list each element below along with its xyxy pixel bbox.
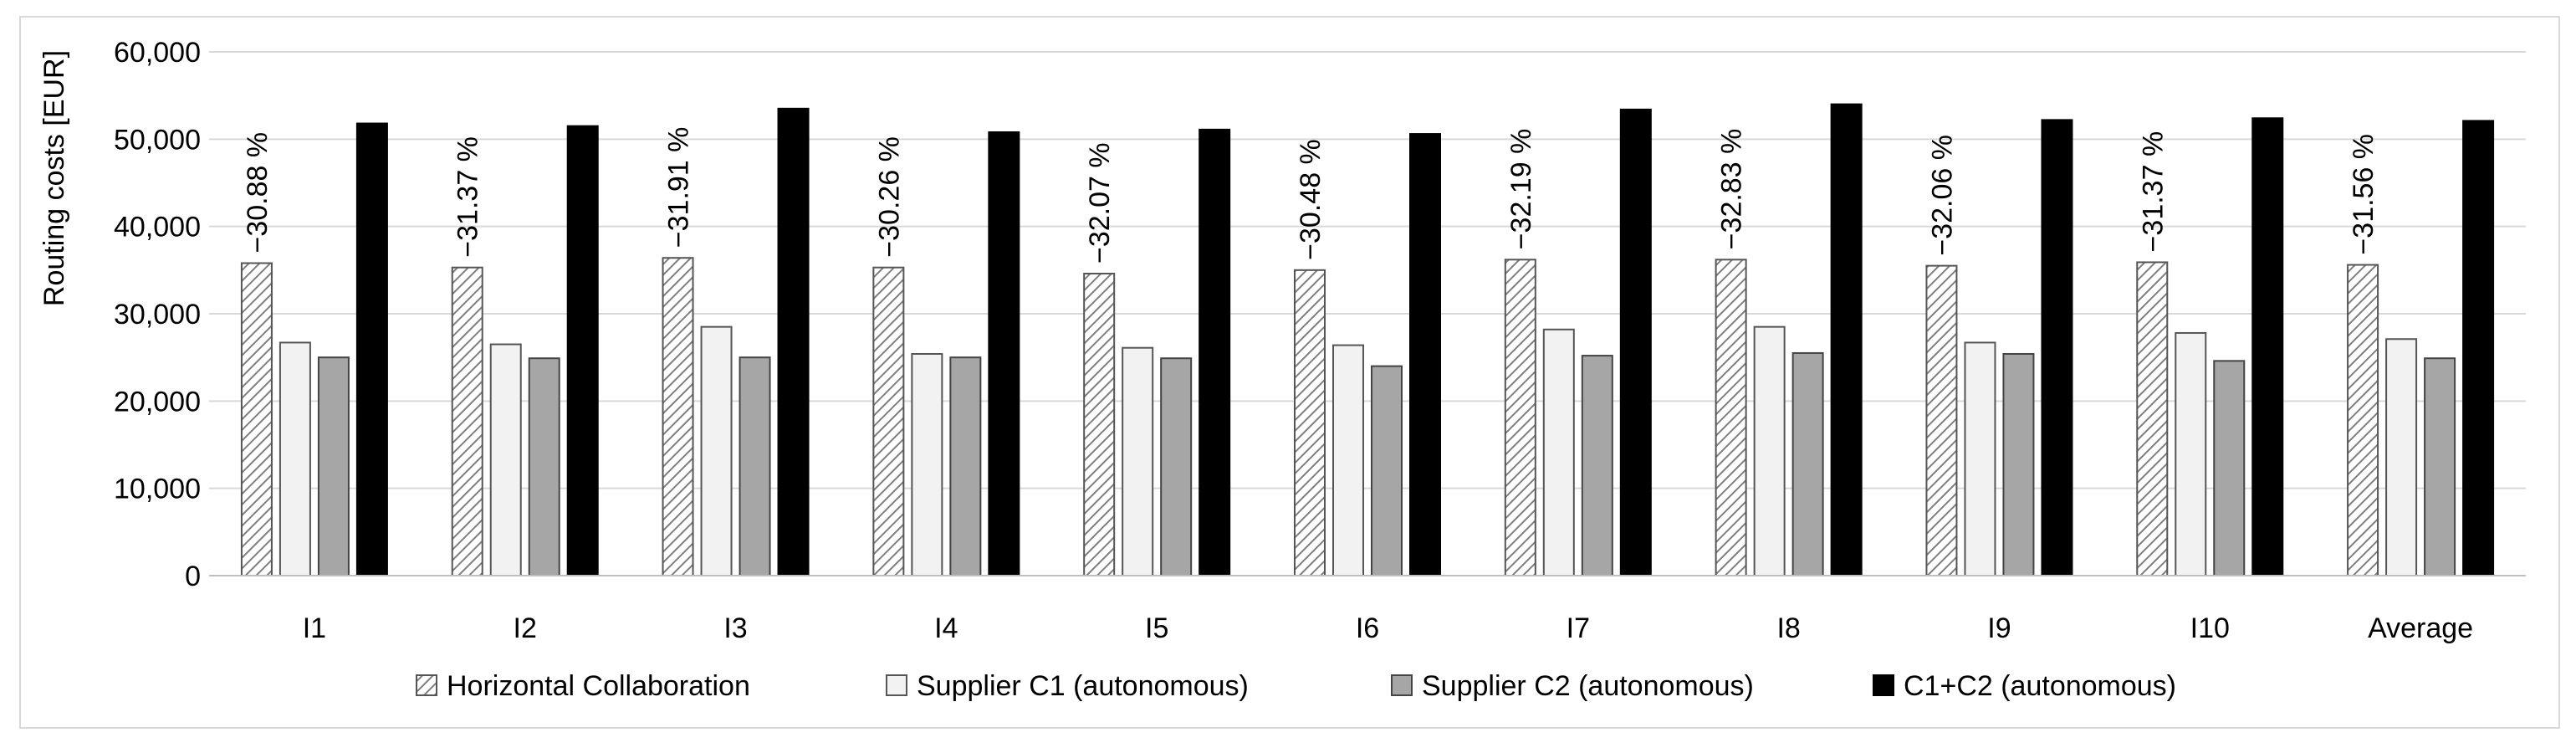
bar — [451, 266, 483, 576]
bar — [240, 262, 273, 576]
x-tick-label: I1 — [303, 612, 326, 644]
legend-swatch — [416, 674, 437, 696]
data-label: −32.06 % — [1926, 135, 1958, 256]
x-tick-label: I9 — [1987, 612, 2011, 644]
bar — [1715, 259, 1747, 576]
bar — [662, 257, 694, 576]
data-label: −32.19 % — [1505, 129, 1537, 250]
x-tick-label: I4 — [934, 612, 958, 644]
labels-layer: −30.88 % −31.37 % −31.91 % −30.26 % −32.07 %… — [242, 127, 2379, 264]
y-tick-label: 10,000 — [114, 474, 201, 505]
data-label: −32.83 % — [1716, 129, 1748, 250]
bar — [566, 125, 599, 576]
legend-label: C1+C2 (autonomous) — [1904, 670, 2176, 702]
data-label: −31.37 % — [2137, 131, 2169, 253]
bar — [1332, 344, 1364, 576]
bar — [1409, 133, 1441, 577]
legend-item: Supplier C1 (autonomous) — [886, 670, 1249, 702]
x-tick-label: I6 — [1356, 612, 1379, 644]
data-label: −31.37 % — [452, 136, 484, 258]
legend-swatch — [886, 674, 907, 696]
bar — [1199, 128, 1231, 576]
bar — [739, 356, 771, 576]
bar — [1619, 108, 1652, 577]
x-tick-label: I5 — [1145, 612, 1168, 644]
bar — [1504, 259, 1536, 576]
bar — [1122, 346, 1154, 576]
data-label: −30.26 % — [873, 136, 905, 258]
data-label: −30.88 % — [242, 132, 273, 254]
legend: Horizontal Collaboration Supplier C1 (aut… — [416, 670, 2176, 702]
bar — [1160, 357, 1193, 576]
bar — [988, 131, 1020, 576]
y-axis-title: Routing costs [EUR] — [38, 50, 70, 306]
legend-label: Horizontal Collaboration — [447, 670, 750, 702]
bar — [528, 357, 560, 576]
y-tick-label: 40,000 — [114, 212, 201, 243]
bar — [1964, 341, 1996, 576]
data-label: −32.07 % — [1084, 142, 1116, 264]
bar — [2175, 331, 2207, 576]
bar — [700, 325, 733, 576]
bar — [2424, 357, 2456, 576]
x-tick-label: I7 — [1567, 612, 1590, 644]
bar — [777, 107, 810, 577]
bar — [911, 352, 943, 576]
bar — [317, 356, 350, 576]
bar — [2213, 360, 2246, 576]
bar — [1294, 269, 1326, 576]
y-tick-label: 30,000 — [114, 299, 201, 330]
bar — [1581, 355, 1613, 576]
bar — [355, 122, 388, 576]
chart-border — [19, 16, 2560, 729]
x-tick-label: I3 — [723, 612, 747, 644]
x-tick-label: I10 — [2190, 612, 2230, 644]
legend-item: C1+C2 (autonomous) — [1873, 670, 2176, 702]
y-tick-label: 50,000 — [114, 124, 201, 156]
bar — [2462, 120, 2495, 576]
legend-label: Supplier C2 (autonomous) — [1422, 670, 1754, 702]
data-label: −31.91 % — [663, 127, 695, 248]
x-tick-label: Average — [2368, 612, 2473, 644]
bar — [2251, 117, 2284, 576]
bar — [1830, 103, 1863, 577]
bar — [1925, 264, 1958, 576]
y-tick-label: 0 — [185, 561, 201, 592]
data-label: −30.48 % — [1295, 139, 1326, 260]
bar — [1542, 328, 1575, 576]
bar — [949, 356, 982, 576]
bar — [279, 341, 311, 576]
bar — [2041, 119, 2073, 576]
legend-item: Supplier C2 (autonomous) — [1391, 670, 1754, 702]
y-tick-label: 20,000 — [114, 386, 201, 418]
legend-swatch — [1391, 674, 1413, 696]
y-tick-label: 60,000 — [114, 37, 201, 69]
bar — [1371, 365, 1403, 576]
bar — [2347, 264, 2379, 576]
bar — [2385, 338, 2418, 576]
bar — [1791, 351, 1824, 576]
data-label: −31.56 % — [2348, 134, 2379, 255]
bars-layer — [240, 103, 2495, 577]
legend-swatch — [1873, 674, 1894, 696]
bar — [2136, 261, 2169, 576]
x-tick-label: I8 — [1776, 612, 1800, 644]
bar — [1083, 273, 1116, 576]
bar — [1753, 325, 1786, 576]
x-tick-label: I2 — [514, 612, 537, 644]
legend-label: Supplier C1 (autonomous) — [917, 670, 1249, 702]
legend-item: Horizontal Collaboration — [416, 670, 750, 702]
bar — [872, 266, 905, 576]
axis-layer: 0 10,000 20,000 30,000 40,000 50,000 60,000 I1 I… — [114, 37, 2526, 644]
bar — [2002, 352, 2035, 576]
bar — [489, 343, 522, 576]
